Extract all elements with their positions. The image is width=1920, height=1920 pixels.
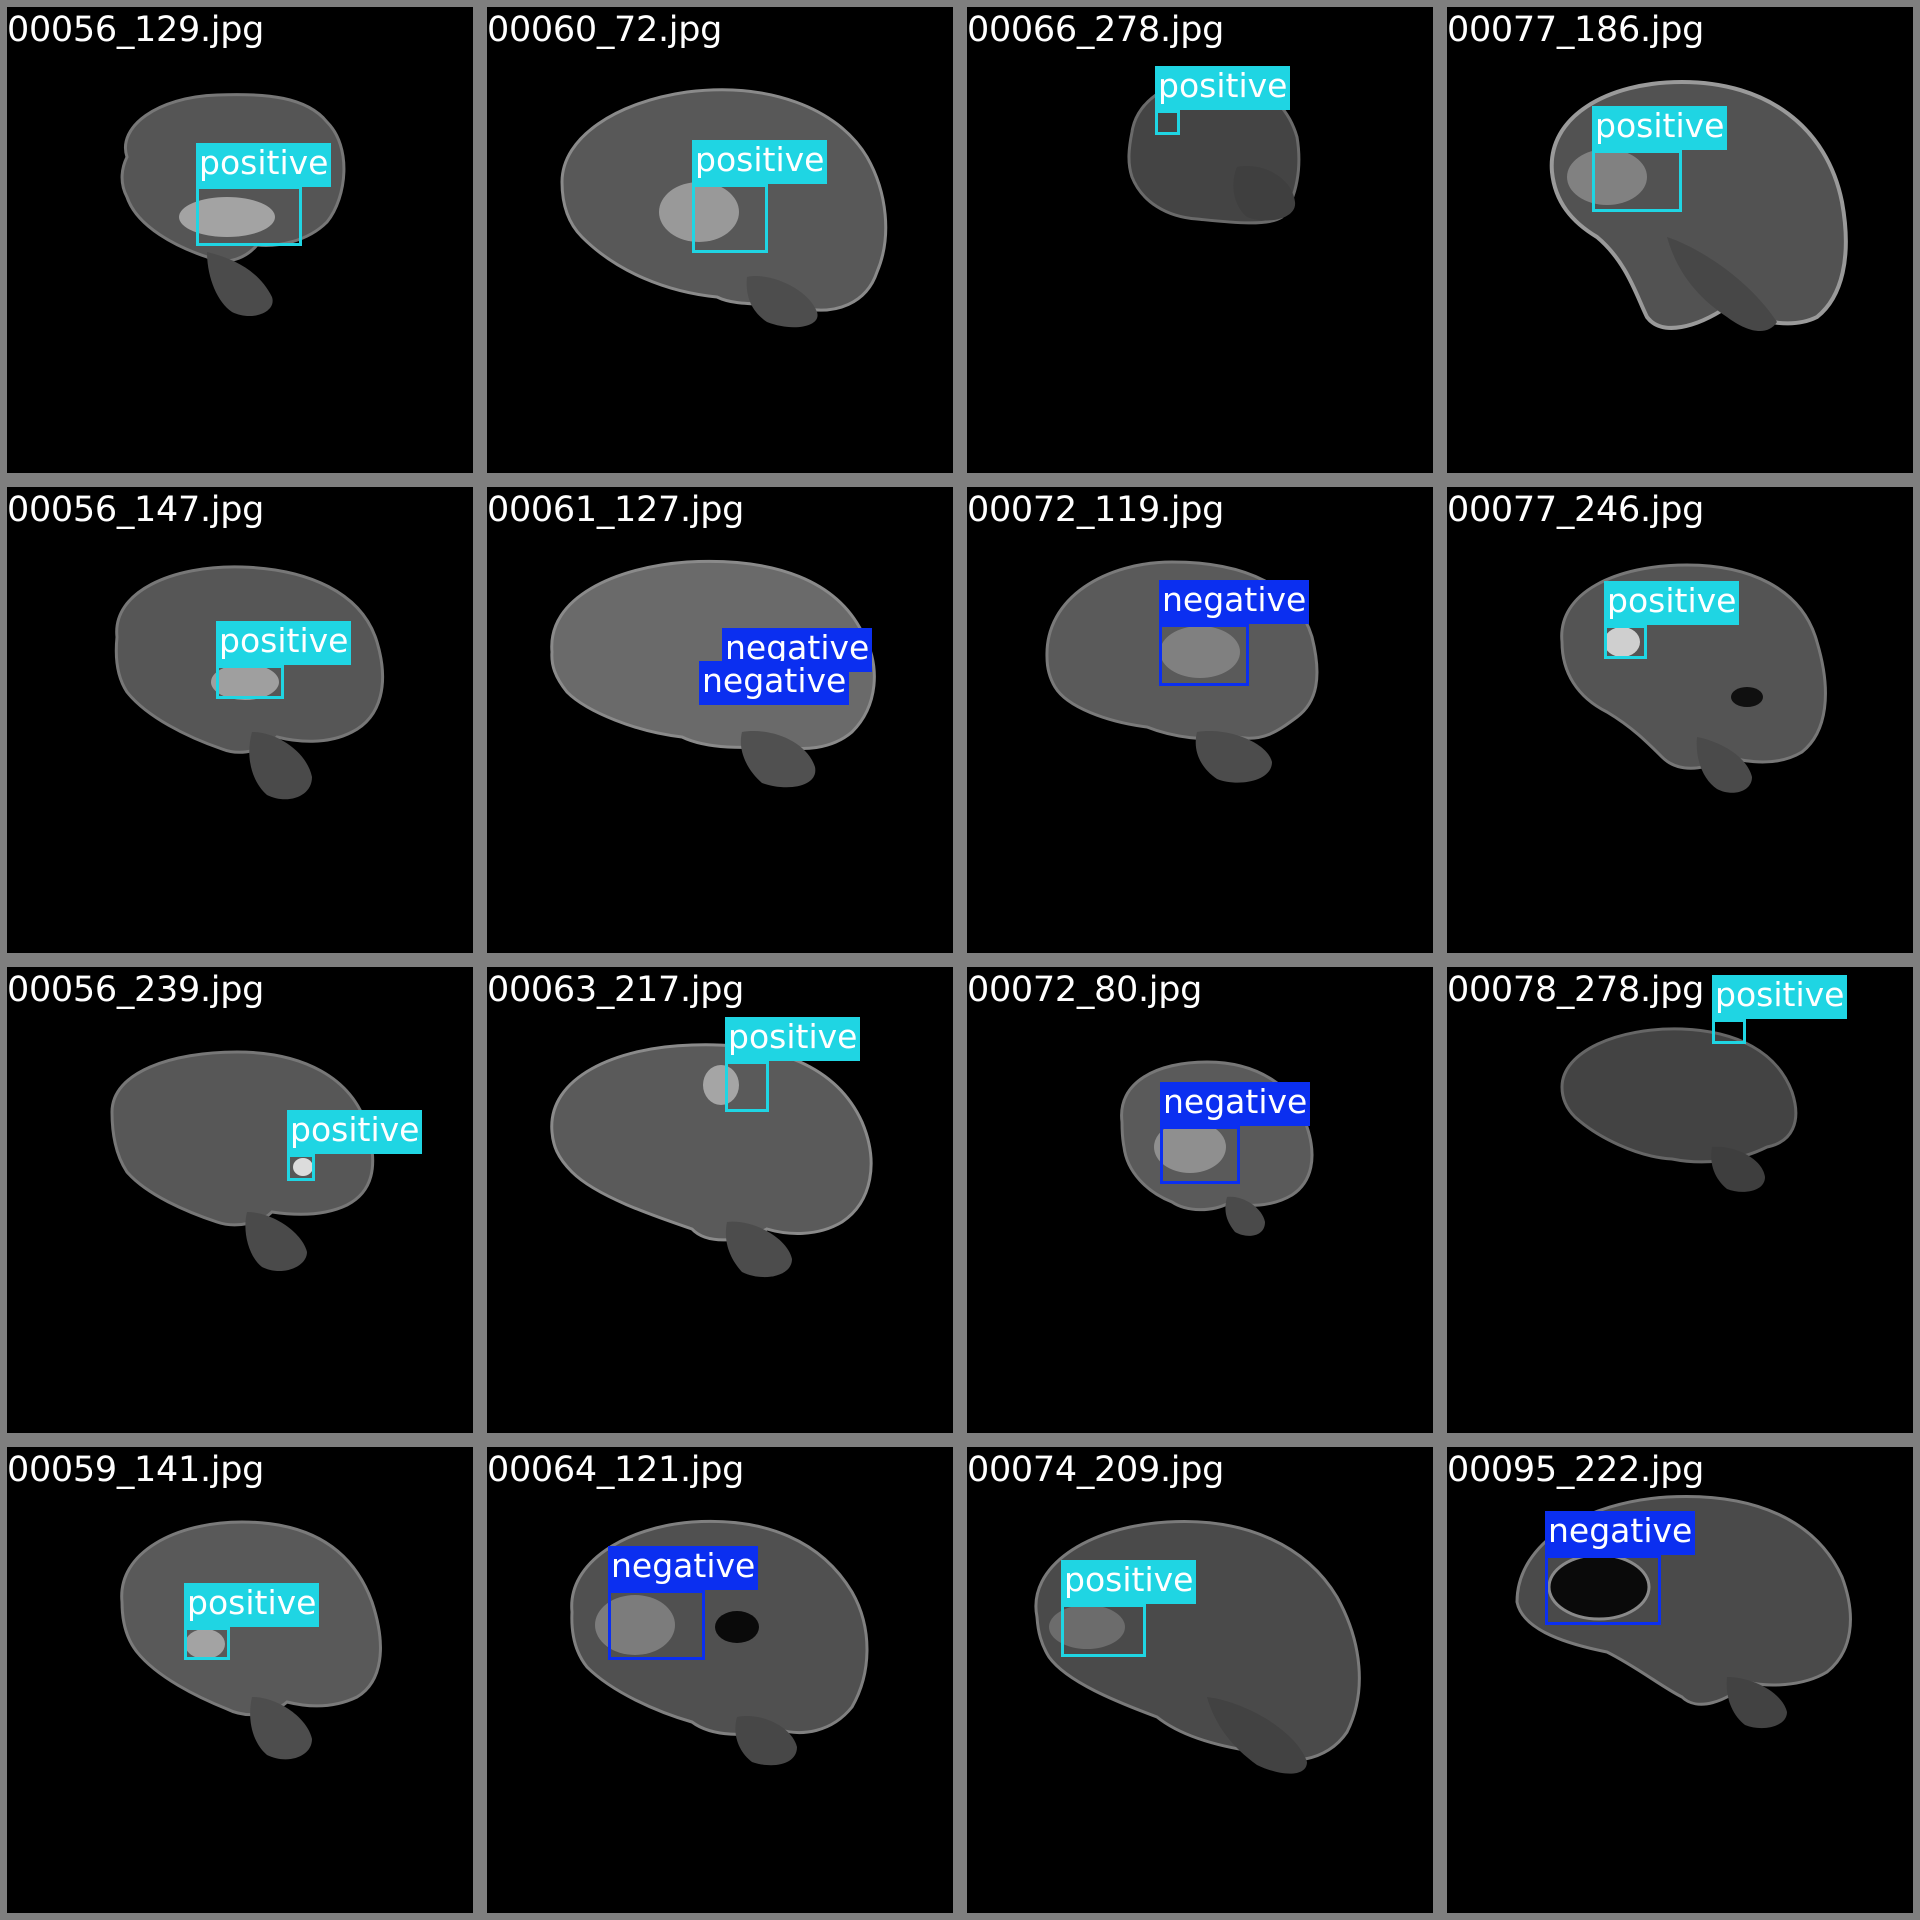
- brain-mri-slice: [550, 1043, 873, 1278]
- image-filename: 00060_72.jpg: [487, 10, 723, 50]
- negative-bbox: [1160, 1126, 1240, 1184]
- positive-label: positive: [1155, 66, 1291, 110]
- brain-mri-slice: [1120, 1060, 1314, 1236]
- image-filename: 00074_209.jpg: [967, 1450, 1225, 1490]
- positive-label: positive: [196, 143, 332, 187]
- positive-label: positive: [287, 1110, 423, 1154]
- positive-bbox: [1061, 1604, 1146, 1657]
- brain-mri-slice: [114, 565, 384, 800]
- image-filename: 00066_278.jpg: [967, 10, 1225, 50]
- negative-bbox: [1159, 624, 1249, 686]
- image-filename: 00056_147.jpg: [7, 490, 265, 530]
- positive-label: positive: [1061, 1560, 1197, 1604]
- positive-bbox: [1592, 150, 1682, 212]
- negative-label: negative: [1159, 580, 1310, 624]
- image-tile: 00077_246.jpg positive: [1447, 487, 1913, 953]
- image-filename: 00056_129.jpg: [7, 10, 265, 50]
- image-tile: 00060_72.jpg positive: [487, 7, 953, 473]
- image-tile: 00056_147.jpg positive: [7, 487, 473, 953]
- image-tile: 00078_278.jpg positive: [1447, 967, 1913, 1433]
- positive-label: positive: [216, 621, 352, 665]
- positive-label: positive: [1712, 975, 1848, 1019]
- image-tile: 00056_239.jpg positive: [7, 967, 473, 1433]
- negative-label: negative: [1545, 1511, 1696, 1555]
- brain-mri-slice: [1560, 563, 1827, 793]
- image-filename: 00077_186.jpg: [1447, 10, 1705, 50]
- image-tile: 00059_141.jpg positive: [7, 1447, 473, 1913]
- image-tile: 00077_186.jpg positive: [1447, 7, 1913, 473]
- image-filename: 00059_141.jpg: [7, 1450, 265, 1490]
- image-tile: 00064_121.jpg negative: [487, 1447, 953, 1913]
- image-tile: 00056_129.jpg positive: [7, 7, 473, 473]
- positive-label: positive: [725, 1017, 861, 1061]
- positive-label: positive: [184, 1583, 320, 1627]
- positive-bbox: [1712, 1019, 1746, 1044]
- negative-label: negative: [1160, 1082, 1311, 1126]
- image-filename: 00095_222.jpg: [1447, 1450, 1705, 1490]
- positive-bbox: [1155, 110, 1180, 135]
- brain-mri-slice: [1549, 79, 1848, 332]
- positive-bbox: [692, 184, 768, 253]
- image-filename: 00077_246.jpg: [1447, 490, 1705, 530]
- negative-label: negative: [699, 661, 850, 705]
- brain-mri-slice: [570, 1519, 869, 1766]
- positive-label: positive: [692, 140, 828, 184]
- brain-mri-slice: [1045, 560, 1319, 783]
- image-filename: 00064_121.jpg: [487, 1450, 745, 1490]
- image-tile: 00061_127.jpg negative negative: [487, 487, 953, 953]
- brain-mri-slice: [550, 559, 876, 788]
- positive-bbox: [287, 1154, 315, 1181]
- brain-mri-slice: [1034, 1519, 1361, 1774]
- negative-bbox: [608, 1590, 705, 1660]
- brain-mri-slice: [110, 1050, 375, 1272]
- positive-bbox: [725, 1061, 769, 1112]
- positive-bbox: [1604, 625, 1647, 659]
- image-filename: 00072_119.jpg: [967, 490, 1225, 530]
- negative-bbox: [1545, 1555, 1661, 1625]
- positive-bbox: [216, 665, 284, 699]
- positive-label: positive: [1604, 581, 1740, 625]
- positive-bbox: [196, 186, 302, 246]
- image-filename: 00072_80.jpg: [967, 970, 1203, 1010]
- positive-bbox: [184, 1627, 230, 1660]
- positive-label: positive: [1592, 106, 1728, 150]
- image-filename: 00063_217.jpg: [487, 970, 745, 1010]
- image-filename: 00056_239.jpg: [7, 970, 265, 1010]
- image-tile: 00074_209.jpg positive: [967, 1447, 1433, 1913]
- image-tile: 00095_222.jpg negative: [1447, 1447, 1913, 1913]
- negative-label: negative: [608, 1546, 759, 1590]
- image-filename: 00061_127.jpg: [487, 490, 745, 530]
- brain-mri-slice: [1560, 1027, 1798, 1192]
- image-tile: 00063_217.jpg positive: [487, 967, 953, 1433]
- image-tile: 00072_119.jpg negative: [967, 487, 1433, 953]
- brain-mri-slice: [120, 1520, 382, 1760]
- image-tile: 00072_80.jpg negative: [967, 967, 1433, 1433]
- image-tile: 00066_278.jpg positive: [967, 7, 1433, 473]
- image-filename: 00078_278.jpg: [1447, 970, 1705, 1010]
